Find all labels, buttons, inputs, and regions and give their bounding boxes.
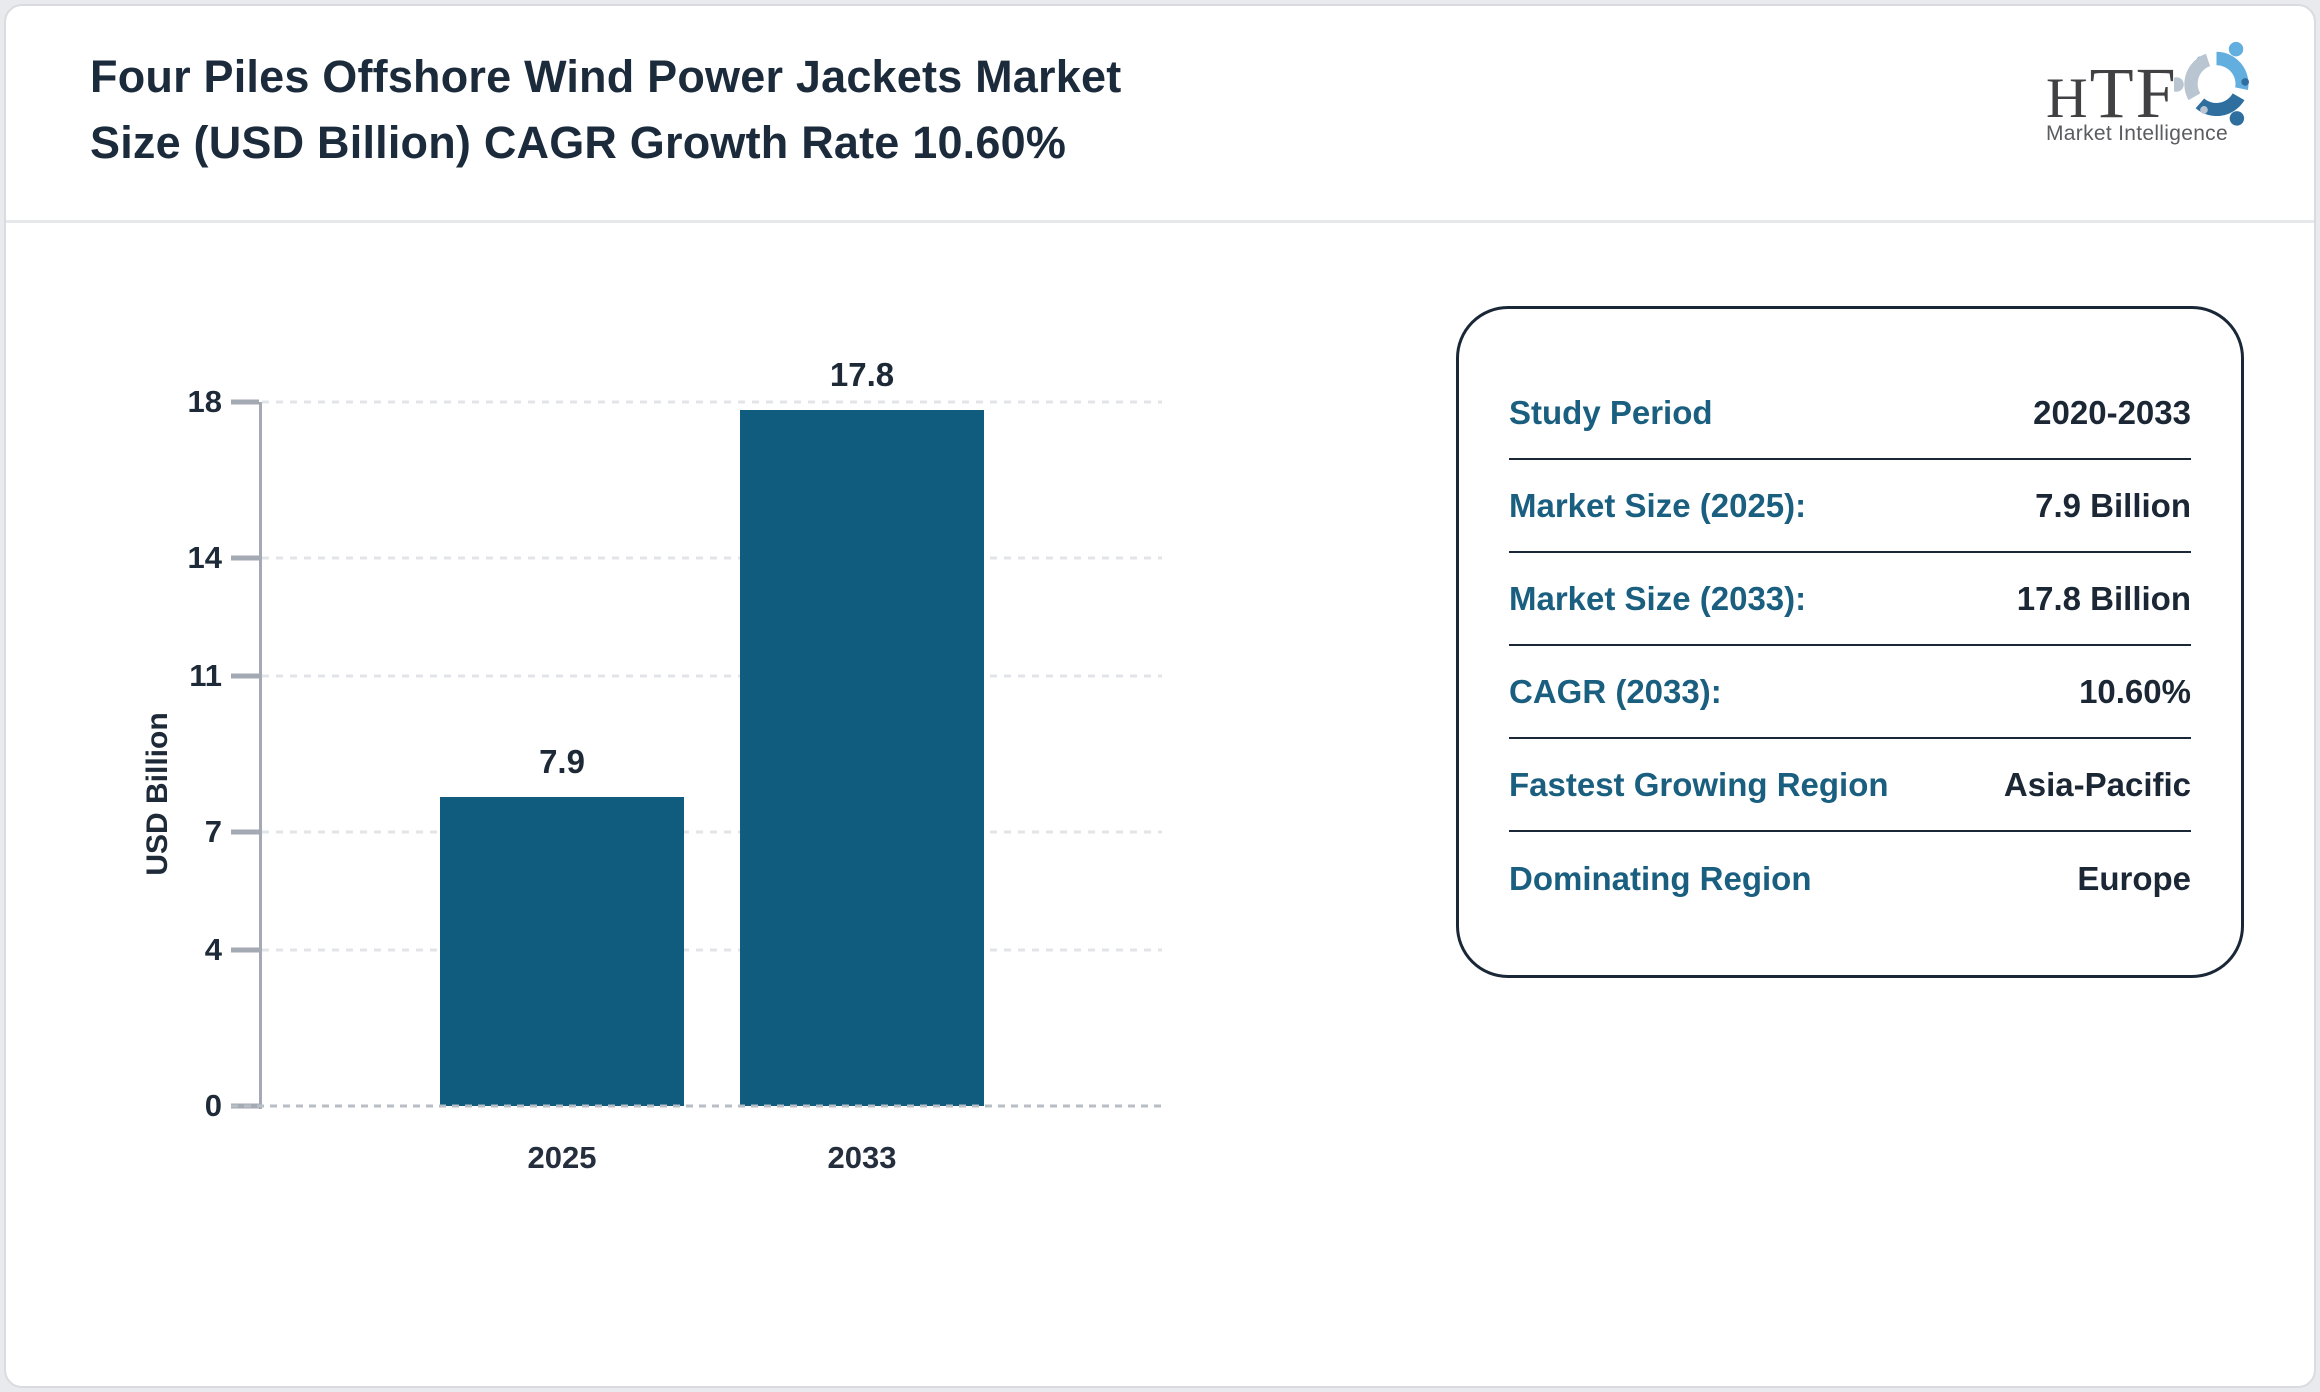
page-title-line1: Four Piles Offshore Wind Power Jackets M… (90, 51, 1122, 102)
htf-logo-swirl-icon (2173, 41, 2249, 126)
htf-logo-subtitle: Market Intelligence (2046, 122, 2228, 145)
y-axis-tick (231, 673, 259, 679)
market-stats-panel: Study Period 2020-2033 Market Size (2025):… (1456, 306, 2244, 978)
y-axis-tick-label: 7 (204, 814, 222, 850)
htf-logo-top: HTF (2046, 32, 2262, 138)
y-axis-tick-label: 14 (187, 540, 222, 576)
bar-value-label: 7.9 (539, 743, 585, 781)
bar-2025 (440, 797, 684, 1106)
panel-row-label: Dominating Region (1509, 859, 1812, 897)
panel-row-value: 17.8 Billion (2016, 579, 2191, 617)
gridline (262, 830, 1162, 834)
gridline (262, 674, 1162, 678)
y-axis-title: USD Billion (141, 712, 174, 876)
panel-row-value: 2020-2033 (2033, 393, 2191, 431)
panel-row-value: Europe (2077, 859, 2191, 897)
gridline (262, 400, 1162, 404)
panel-row: Fastest Growing Region Asia-Pacific (1509, 739, 2191, 832)
panel-row-value: 7.9 Billion (2035, 486, 2191, 524)
panel-row: Market Size (2033): 17.8 Billion (1509, 553, 2191, 646)
report-card: Four Piles Offshore Wind Power Jackets M… (4, 4, 2316, 1388)
bar-value-label: 17.8 (829, 355, 895, 393)
x-axis-category-label: 2025 (527, 1140, 597, 1175)
panel-row: CAGR (2033): 10.60% (1509, 646, 2191, 739)
panel-row-label: CAGR (2033): (1509, 672, 1722, 710)
panel-row: Dominating Region Europe (1509, 832, 2191, 925)
y-axis-tick (231, 555, 259, 561)
page-title-line2: Size (USD Billion) CAGR Growth Rate 10.6… (90, 117, 1067, 168)
panel-row-label: Study Period (1509, 393, 1713, 431)
y-axis-tick-label: 0 (204, 1088, 222, 1123)
gridline (262, 948, 1162, 952)
htf-logo-text: HTF (2046, 53, 2178, 133)
panel-row-value: Asia-Pacific (2003, 765, 2191, 803)
x-axis-baseline (231, 1104, 1162, 1108)
y-axis-line (259, 402, 262, 1109)
bar-2033 (740, 409, 984, 1106)
y-axis-tick-label: 18 (187, 384, 222, 419)
header-divider (6, 220, 2314, 223)
bar-chart: 0 4 7 11 14 18 7.9 2025 17.8 2033 (188, 356, 1162, 1175)
panel-row-value: 10.60% (2079, 672, 2191, 710)
panel-row-label: Market Size (2025): (1509, 486, 1807, 524)
y-axis-tick (231, 829, 259, 835)
panel-row-label: Fastest Growing Region (1509, 765, 1889, 803)
y-axis-tick (231, 947, 259, 953)
x-axis-category-label: 2033 (827, 1140, 897, 1175)
panel-row: Study Period 2020-2033 (1509, 367, 2191, 460)
htf-logo: HTF (2046, 32, 2262, 146)
y-axis-tick-label: 4 (204, 931, 222, 967)
panel-row: Market Size (2025): 7.9 Billion (1509, 460, 2191, 553)
page-title: Four Piles Offshore Wind Power Jackets M… (90, 44, 1490, 176)
panel-row-label: Market Size (2033): (1509, 579, 1807, 617)
y-axis-tick (231, 399, 259, 405)
y-axis-tick-label: 11 (189, 657, 222, 693)
gridline (262, 556, 1162, 560)
